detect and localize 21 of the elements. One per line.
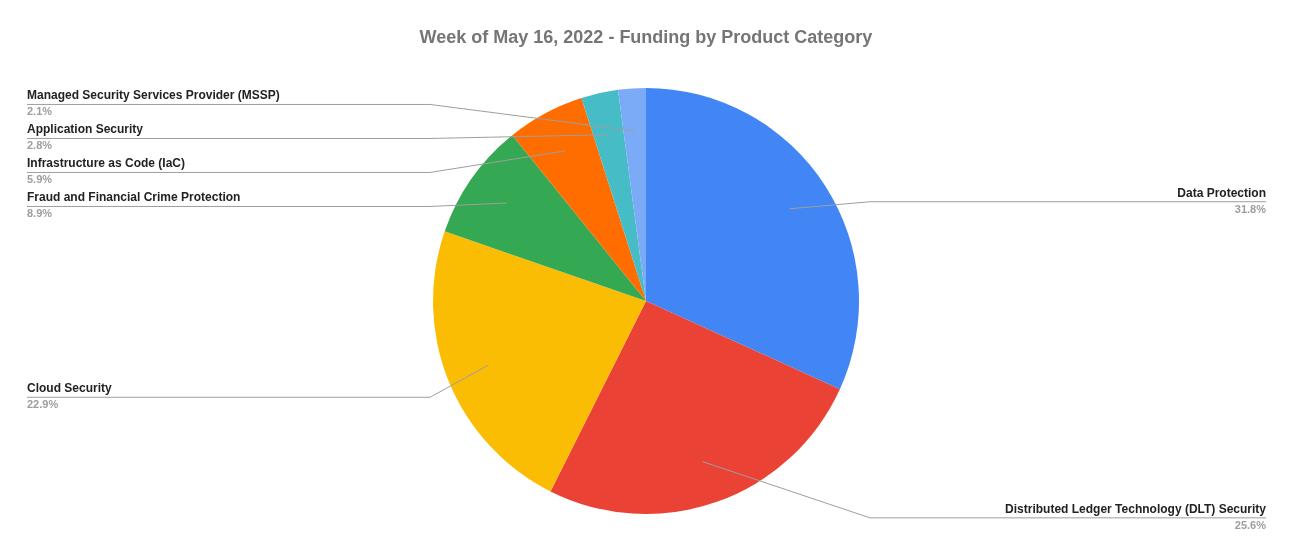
data-label: 2.1%: [27, 105, 53, 118]
slice-label: Distributed Ledger Technology (DLT) Security: [1005, 501, 1267, 516]
data-label: 31.8%: [1234, 202, 1267, 215]
data-label: 22.9%: [27, 398, 59, 411]
pie-slice: [646, 88, 859, 390]
pie-slice: [581, 89, 646, 301]
data-label: 25.6%: [1234, 518, 1267, 531]
chart-title: Week of May 16, 2022 - Funding by Product Category: [419, 27, 873, 47]
pie-slice: [433, 231, 646, 492]
data-label: 5.9%: [27, 173, 53, 186]
slice-label: Cloud Security: [27, 381, 113, 396]
slice-label: Application Security: [27, 122, 144, 137]
slice-label: Infrastructure as Code (IaC): [27, 156, 186, 171]
slice-label: Data Protection: [1177, 185, 1266, 200]
data-label: 2.8%: [27, 139, 53, 152]
slice-label: Fraud and Financial Crime Protection: [27, 190, 241, 205]
pie-slice: [550, 301, 840, 514]
slice-label: Managed Security Services Provider (MSSP): [27, 88, 280, 103]
data-label: 8.9%: [27, 207, 53, 220]
pie-slice: [444, 135, 646, 301]
pie-slice: [512, 98, 646, 301]
